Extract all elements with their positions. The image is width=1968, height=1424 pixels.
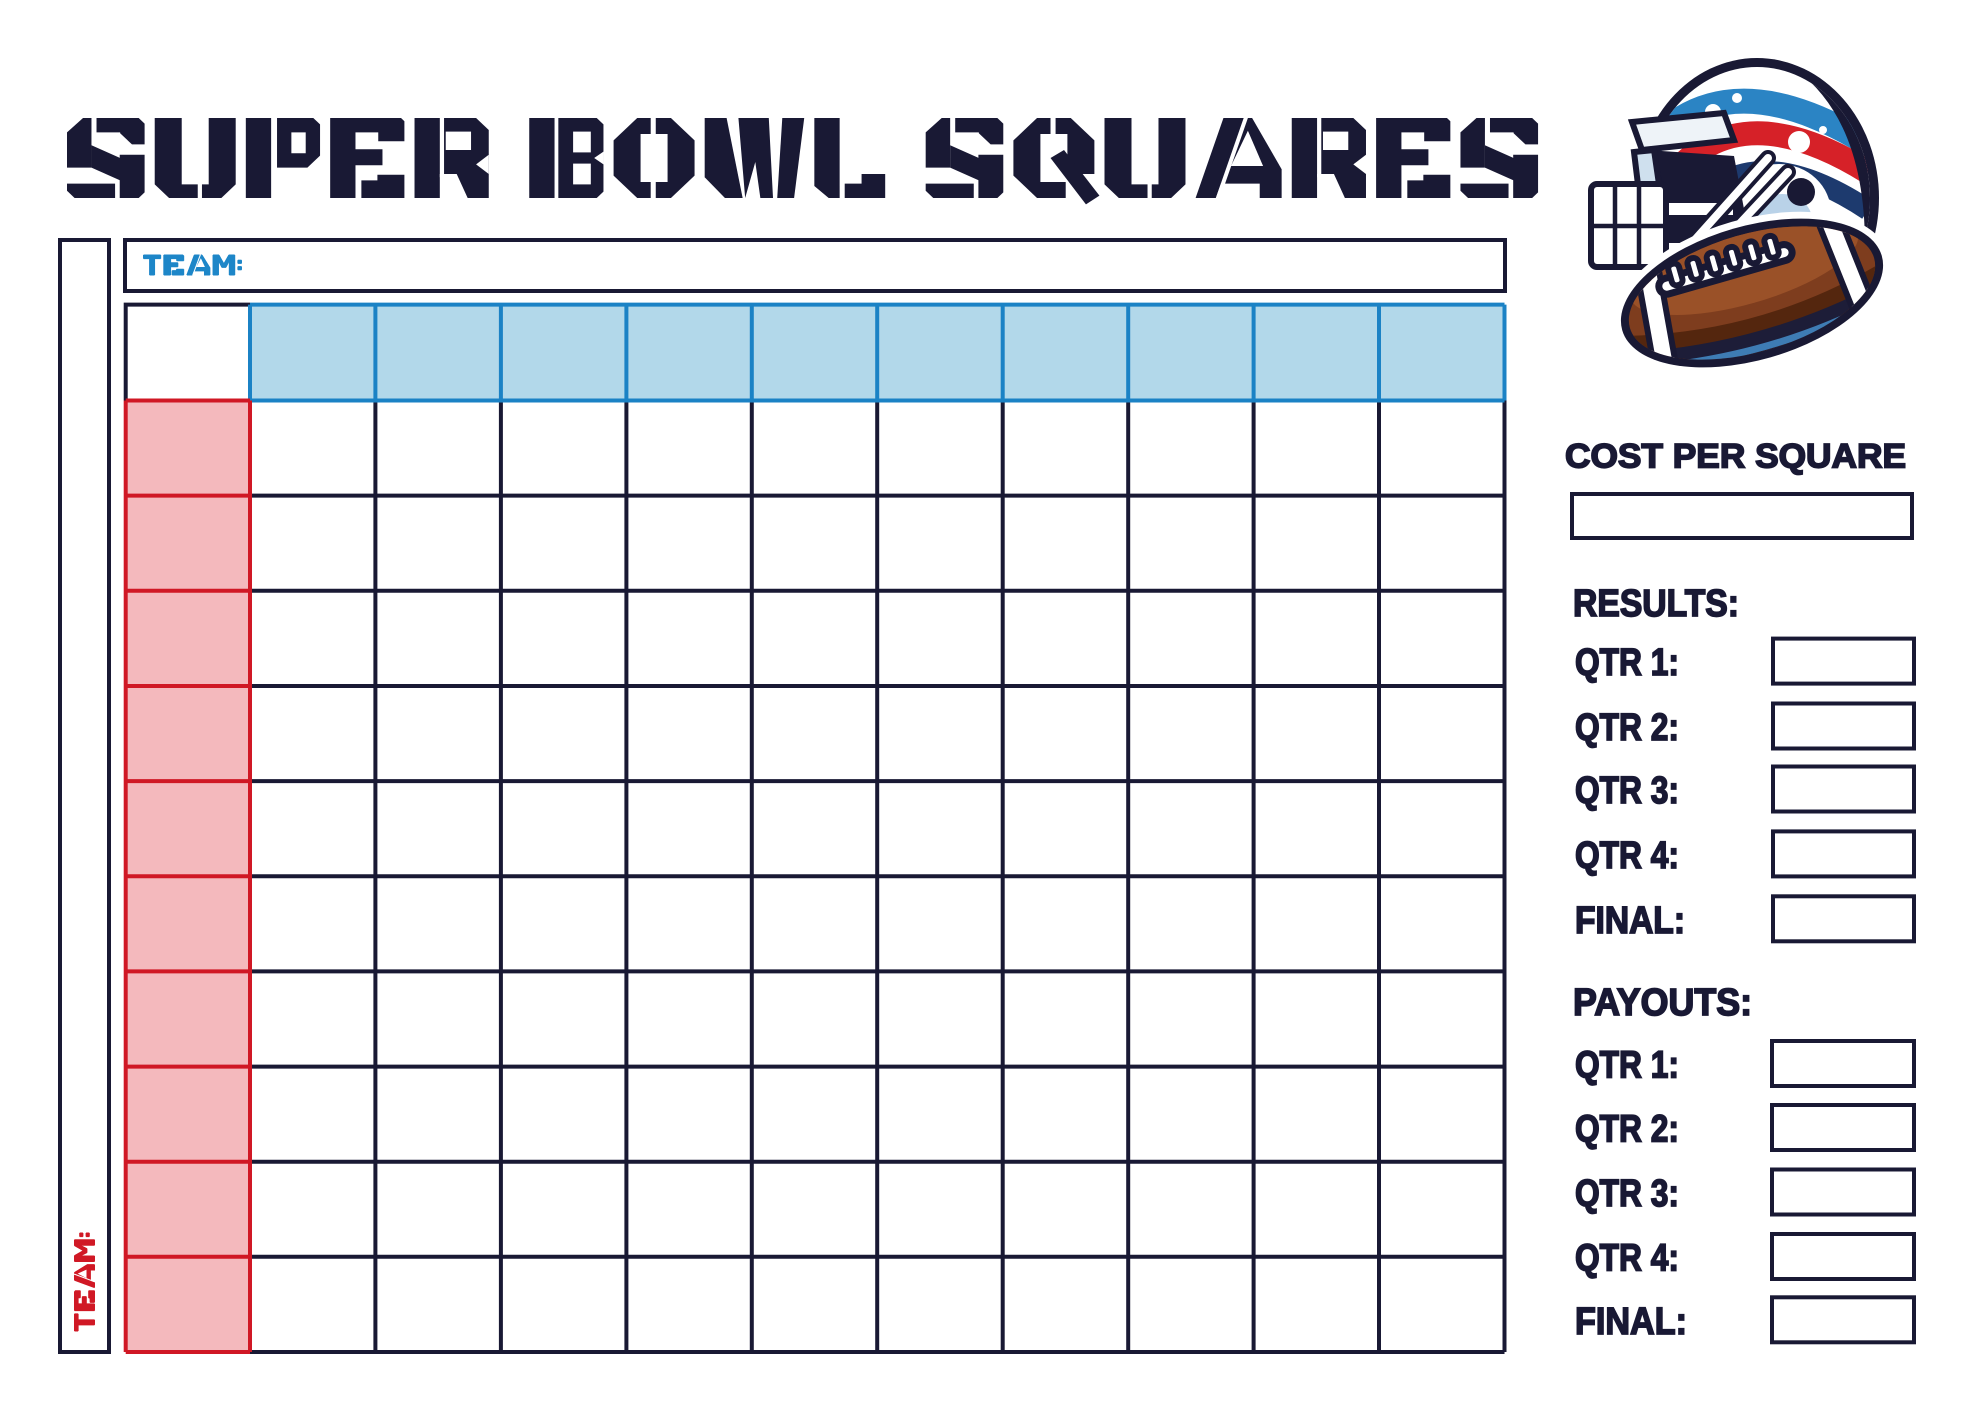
svg-text:QTR 4:: QTR 4: bbox=[1575, 835, 1679, 877]
svg-text:QTR 1:: QTR 1: bbox=[1575, 642, 1679, 684]
svg-text:QTR 3:: QTR 3: bbox=[1575, 770, 1679, 812]
svg-text:QTR 2:: QTR 2: bbox=[1575, 707, 1679, 749]
svg-text:RESULTS:: RESULTS: bbox=[1573, 583, 1739, 625]
svg-text:QTR 3:: QTR 3: bbox=[1575, 1173, 1679, 1215]
svg-text:FINAL:: FINAL: bbox=[1575, 900, 1685, 942]
svg-text:QTR 1:: QTR 1: bbox=[1575, 1045, 1679, 1087]
svg-text:QTR 2:: QTR 2: bbox=[1575, 1109, 1679, 1151]
svg-text:PAYOUTS:: PAYOUTS: bbox=[1573, 982, 1752, 1024]
svg-text:FINAL:: FINAL: bbox=[1575, 1301, 1687, 1343]
svg-text:QTR 4:: QTR 4: bbox=[1575, 1238, 1679, 1280]
svg-text:COST PER SQUARE: COST PER SQUARE bbox=[1565, 438, 1906, 476]
